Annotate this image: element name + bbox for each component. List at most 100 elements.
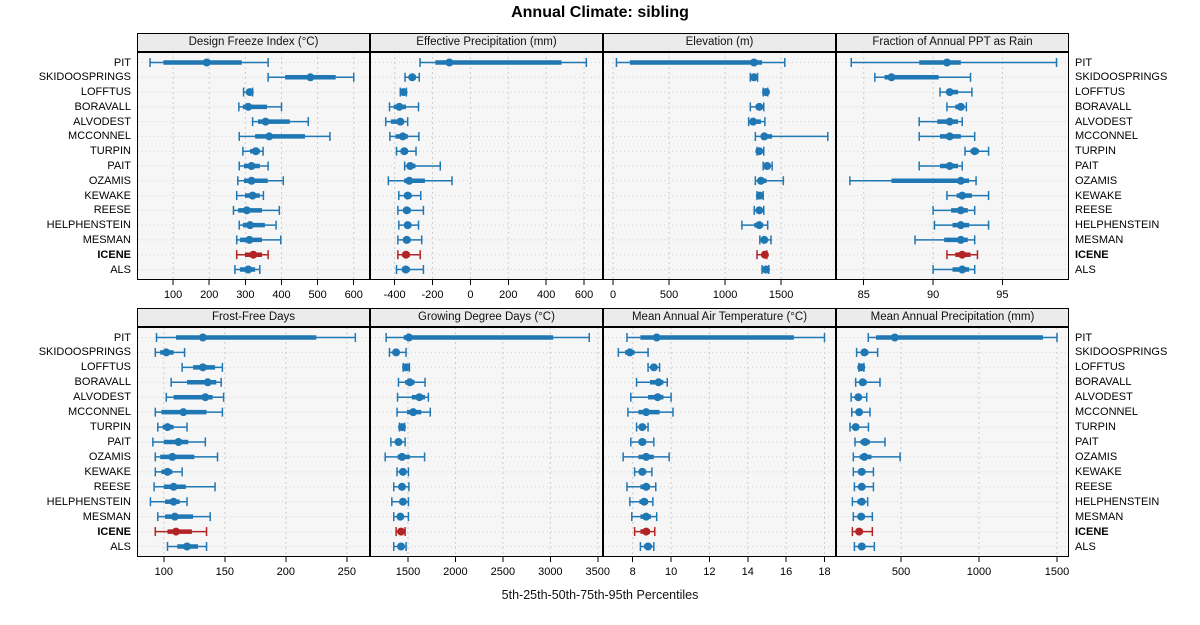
station-label: MCCONNEL (68, 406, 131, 419)
panel-plot: 0 500 1000 1500 (602, 51, 837, 301)
station-label: PAIT (107, 160, 131, 172)
station-label: ICENE (97, 525, 131, 538)
svg-text:-200: -200 (421, 289, 443, 301)
svg-text:600: 600 (575, 289, 593, 301)
station-label: KEWAKE (84, 465, 131, 478)
station-label: PAIT (1075, 160, 1099, 172)
panel-strip: Growing Degree Days (°C) (370, 308, 603, 327)
station-label: ALS (1075, 540, 1096, 553)
station-label: REESE (1075, 480, 1113, 493)
station-label: SKIDOOSPRINGS (1075, 346, 1168, 359)
svg-text:200: 200 (200, 289, 218, 301)
svg-text:1000: 1000 (967, 566, 991, 578)
station-label: MESMAN (82, 233, 131, 246)
station-label: HELPHENSTEIN (1075, 495, 1160, 508)
panel-plot: -400 -200 0 200 400 600 (369, 51, 604, 301)
svg-text:2000: 2000 (443, 566, 467, 578)
station-label: SKIDOOSPRINGS (1075, 71, 1168, 84)
panel-strip: Frost-Free Days (137, 308, 370, 327)
panel-plot: 100 200 300 400 500 600 (136, 51, 371, 301)
station-label: MESMAN (1075, 510, 1124, 523)
station-label: ALVODEST (1075, 391, 1133, 404)
svg-text:100: 100 (164, 289, 182, 301)
svg-text:400: 400 (272, 289, 290, 301)
station-label: REESE (1075, 204, 1113, 217)
svg-text:16: 16 (780, 566, 792, 578)
station-label: PIT (1075, 56, 1093, 69)
station-label: TURPIN (90, 145, 131, 158)
svg-text:90: 90 (927, 289, 939, 301)
axis-caption: 5th-25th-50th-75th-95th Percentiles (501, 588, 699, 602)
svg-text:0: 0 (467, 289, 473, 301)
svg-text:150: 150 (216, 566, 234, 578)
station-label: ALVODEST (1075, 115, 1133, 128)
panel-plot: 100 150 200 250 (136, 326, 371, 578)
svg-text:250: 250 (338, 566, 356, 578)
panel-plot: 8 10 12 14 16 18 (602, 326, 837, 578)
station-label: OZAMIS (88, 450, 131, 463)
station-label: LOFFTUS (80, 86, 131, 99)
svg-text:500: 500 (308, 289, 326, 301)
station-label: TURPIN (1075, 421, 1116, 434)
station-label: TURPIN (1075, 145, 1116, 158)
station-label: REESE (93, 204, 131, 217)
svg-text:400: 400 (537, 289, 555, 301)
panel-strip: Mean Annual Air Temperature (°C) (603, 308, 836, 327)
svg-text:100: 100 (155, 566, 173, 578)
station-label: OZAMIS (88, 174, 131, 187)
panel-plot: 500 1000 1500 (835, 326, 1069, 578)
station-label: REESE (93, 480, 131, 493)
station-label: HELPHENSTEIN (46, 219, 131, 232)
panel-plot: 85 90 95 (835, 51, 1070, 301)
svg-text:2500: 2500 (491, 566, 515, 578)
svg-text:300: 300 (236, 289, 254, 301)
svg-text:12: 12 (703, 566, 715, 578)
svg-text:200: 200 (499, 289, 517, 301)
plot-title: Annual Climate: sibling (511, 4, 689, 21)
station-label: BORAVALL (74, 100, 131, 113)
station-label: ALVODEST (73, 391, 131, 404)
svg-text:1000: 1000 (713, 289, 737, 301)
svg-text:600: 600 (345, 289, 363, 301)
station-label: LOFFTUS (80, 361, 131, 374)
svg-text:95: 95 (996, 289, 1008, 301)
svg-text:1500: 1500 (1045, 566, 1069, 578)
svg-text:8: 8 (630, 566, 636, 578)
panel-strip: Effective Precipitation (mm) (370, 33, 603, 52)
svg-text:1500: 1500 (769, 289, 793, 301)
svg-text:85: 85 (858, 289, 870, 301)
station-label: ALS (1075, 263, 1096, 276)
svg-text:3500: 3500 (586, 566, 610, 578)
station-label: BORAVALL (1075, 376, 1132, 389)
station-label: SKIDOOSPRINGS (38, 346, 131, 359)
station-label: MCCONNEL (1075, 130, 1138, 143)
panel-plot: 1500 2000 2500 3000 3500 (369, 326, 610, 578)
station-label: PAIT (1075, 436, 1099, 448)
panel-strip: Fraction of Annual PPT as Rain (836, 33, 1069, 52)
station-label: PIT (1075, 331, 1093, 344)
station-label: HELPHENSTEIN (46, 495, 131, 508)
svg-text:-400: -400 (384, 289, 406, 301)
station-label: KEWAKE (1075, 189, 1122, 202)
station-label: OZAMIS (1075, 450, 1118, 463)
svg-text:0: 0 (610, 289, 616, 301)
station-label: BORAVALL (74, 376, 131, 389)
panel-strip: Mean Annual Precipitation (mm) (836, 308, 1069, 327)
station-label: OZAMIS (1075, 174, 1118, 187)
station-label: KEWAKE (1075, 465, 1122, 478)
station-label: KEWAKE (84, 189, 131, 202)
panel-strip: Elevation (m) (603, 33, 836, 52)
svg-text:18: 18 (818, 566, 830, 578)
station-label: MCCONNEL (68, 130, 131, 143)
station-label: ICENE (97, 248, 131, 261)
station-label: BORAVALL (1075, 100, 1132, 113)
svg-text:1500: 1500 (396, 566, 420, 578)
station-label: ALVODEST (73, 115, 131, 128)
station-label: PAIT (107, 436, 131, 448)
station-label: ICENE (1075, 248, 1109, 261)
svg-text:14: 14 (742, 566, 754, 578)
station-label: MCCONNEL (1075, 406, 1138, 419)
station-label: MESMAN (82, 510, 131, 523)
station-label: HELPHENSTEIN (1075, 219, 1160, 232)
